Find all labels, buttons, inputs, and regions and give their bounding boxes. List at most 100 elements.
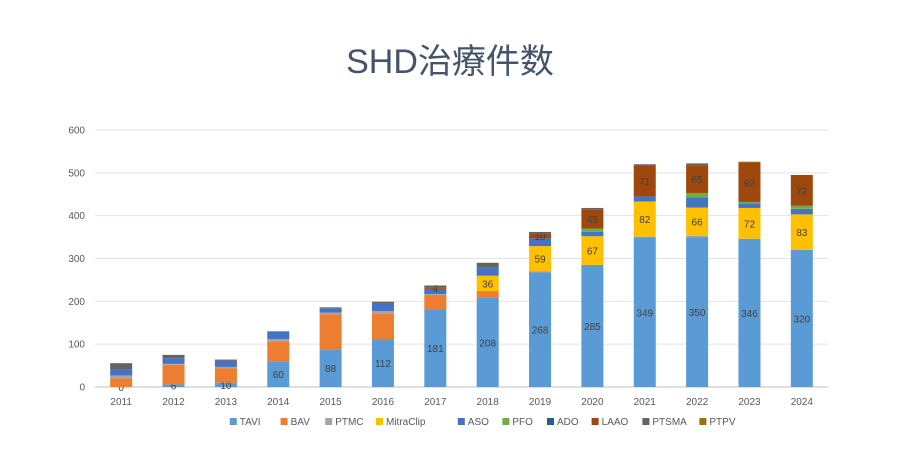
bar-segment-laao — [581, 209, 604, 229]
data-label: 320 — [793, 314, 810, 325]
bar-segment-ptpv — [738, 161, 761, 163]
bar-segment-ptmc — [214, 366, 237, 369]
bar-segment-laao — [790, 174, 813, 206]
data-label: 268 — [532, 326, 549, 337]
bar-segment-pfo — [686, 192, 709, 198]
data-label: 350 — [689, 308, 706, 319]
bar-segment-bav — [529, 271, 552, 273]
chart-title: SHD治療件数 — [346, 43, 554, 81]
y-tick-label: 200 — [68, 297, 85, 308]
bar-segment-tavi — [686, 237, 709, 387]
data-label: 83 — [796, 228, 808, 239]
data-label: 4 — [433, 284, 439, 295]
bar-segment-mitraclip — [581, 236, 604, 265]
bar-segment-laao — [633, 165, 656, 197]
bar-segment-aso — [319, 308, 342, 313]
data-label: 72 — [744, 219, 756, 230]
legend-label: PTMC — [335, 417, 363, 428]
bar-segment-pfo — [790, 205, 813, 209]
data-label: 59 — [534, 255, 546, 266]
bar-segment-aso — [162, 358, 185, 364]
bar-segment-mitraclip — [633, 201, 656, 237]
bar-segment-aso — [371, 303, 394, 312]
bar-segment-aso — [581, 231, 604, 237]
x-tick-label: 2023 — [738, 397, 761, 408]
legend-label: ADO — [557, 417, 579, 428]
data-label: 82 — [639, 215, 651, 226]
legend-label: PTPV — [709, 417, 735, 428]
data-label: 66 — [692, 218, 704, 229]
y-tick-label: 0 — [79, 383, 85, 394]
x-tick-label: 2021 — [634, 397, 657, 408]
legend-label: BAV — [291, 417, 311, 428]
legend-swatch-aso — [457, 418, 465, 425]
bar-segment-bav — [371, 313, 394, 340]
bar-segment-laao — [424, 287, 447, 289]
legend-swatch-laao — [591, 418, 599, 425]
bar-segment-mitraclip — [529, 246, 552, 272]
bar-segment-ptsma — [424, 285, 447, 288]
data-label: 45 — [587, 215, 599, 226]
data-label: 0 — [118, 383, 124, 394]
bar-segment-aso — [633, 196, 656, 202]
legend-swatch-mitraclip — [376, 418, 383, 425]
legend-label: LAAO — [602, 417, 629, 428]
bar-segment-bav — [214, 368, 237, 383]
bar-segment-bav — [476, 291, 499, 298]
bar-segment-bav — [319, 314, 342, 350]
data-label: 112 — [375, 359, 391, 370]
bar-segment-tavi — [267, 361, 290, 387]
y-tick-label: 400 — [68, 211, 85, 222]
bar-segment-mitraclip — [738, 207, 761, 239]
bar-segment-ptsma — [162, 354, 185, 359]
x-tick-label: 2017 — [424, 397, 447, 408]
bar-segment-ptpv — [110, 363, 133, 364]
bar-segment-ptmc — [633, 236, 656, 238]
legend-label: TAVI — [240, 417, 261, 428]
legend-swatch-tavi — [229, 418, 237, 425]
bar-segment-ptmc — [319, 312, 342, 315]
x-tick-label: 2016 — [372, 397, 395, 408]
bar-segment-ptsma — [633, 164, 656, 166]
data-label: 71 — [639, 177, 651, 188]
bar-segment-pfo — [738, 201, 761, 204]
data-label: 285 — [584, 322, 601, 333]
x-tick-label: 2012 — [162, 397, 185, 408]
bar-segment-aso — [267, 331, 290, 340]
bar-segment-ptmc — [371, 311, 394, 314]
bar-segment-tavi — [162, 384, 185, 387]
bar-segment-aso — [476, 267, 499, 276]
bar-segment-ptsma — [581, 207, 604, 210]
data-label: 92 — [744, 178, 756, 189]
bar-segment-tavi — [476, 297, 499, 387]
bar-segment-ptmc — [686, 235, 709, 238]
bar-segment-bav — [424, 294, 447, 310]
bar-segment-aso — [686, 197, 709, 208]
bar-segment-ptsma — [319, 307, 342, 309]
bar-segment-ptsma — [214, 359, 237, 361]
legend-label: ASO — [468, 417, 489, 428]
bar-segment-mitraclip — [476, 275, 499, 292]
x-tick-label: 2018 — [477, 397, 500, 408]
bar-segment-tavi — [581, 264, 604, 387]
bar-segment-bav — [267, 341, 290, 362]
legend-label: PFO — [512, 417, 533, 428]
x-tick-label: 2020 — [581, 397, 604, 408]
x-tick-label: 2013 — [215, 397, 238, 408]
data-label: 208 — [479, 338, 496, 349]
data-label: 6 — [171, 382, 177, 393]
legend-swatch-ptpv — [699, 418, 707, 425]
data-label: 10 — [534, 232, 546, 243]
bar-segment-aso — [214, 360, 237, 367]
x-tick-label: 2022 — [686, 397, 709, 408]
bar-segment-ptmc — [162, 363, 185, 365]
bar-segment-bav — [162, 364, 185, 385]
legend-swatch-pfo — [502, 418, 510, 425]
data-label: 88 — [325, 364, 337, 375]
bar-segment-ptsma — [476, 262, 499, 268]
bar-segment-ptsma — [110, 363, 133, 370]
bar-segment-tavi — [214, 382, 237, 387]
data-label: 346 — [741, 309, 758, 320]
bar-segment-tavi — [790, 249, 813, 387]
